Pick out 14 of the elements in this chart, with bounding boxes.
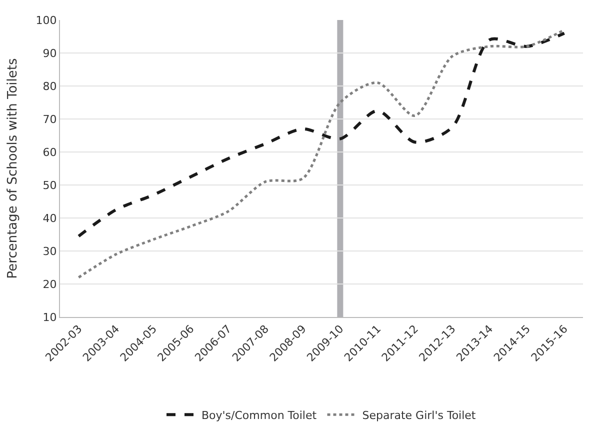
y-tick-label: 50 xyxy=(42,178,57,192)
y-tick-label: 70 xyxy=(42,112,57,126)
y-tick-label: 90 xyxy=(42,46,57,60)
y-tick-label: 10 xyxy=(42,310,57,324)
y-tick-label: 40 xyxy=(42,212,57,225)
legend-label: Boy's/Common Toilet xyxy=(202,408,318,422)
y-tick-label: 30 xyxy=(42,244,57,258)
legend-label: Separate Girl's Toilet xyxy=(362,408,476,422)
y-tick-label: 60 xyxy=(42,146,57,159)
y-tick-label: 80 xyxy=(42,80,57,93)
y-tick-label: 20 xyxy=(42,278,57,291)
y-axis-title: Percentage of Schools with Toilets xyxy=(6,58,21,279)
y-tick-label: 100 xyxy=(36,14,57,27)
line-series xyxy=(77,32,566,238)
